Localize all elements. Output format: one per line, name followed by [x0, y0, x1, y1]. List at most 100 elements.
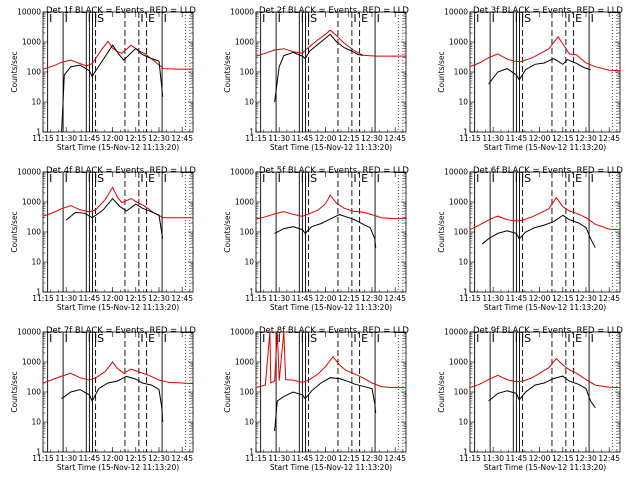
- x-tick-label: 11:30: [268, 294, 290, 303]
- panel-1: Det 1f BLACK = Events, RED = LLD 1 10 100 10…: [10, 6, 196, 152]
- y-tick-label: 10000: [444, 8, 468, 17]
- x-tick-label: 12:45: [171, 454, 193, 463]
- events-series-line: [274, 33, 363, 103]
- panel-7: Det 7f BLACK = Events, RED = LLD 1 10 100 10…: [10, 326, 196, 472]
- y-axis-label: Counts/sec: [10, 51, 19, 92]
- y-tick-label: 1: [36, 128, 41, 137]
- x-tick-label: 11:15: [245, 454, 267, 463]
- plot-frame: [469, 331, 621, 453]
- events-series-line: [61, 44, 164, 132]
- panel-9: Det 9f BLACK = Events, RED = LLD 1 10 100 10…: [437, 326, 623, 472]
- panel-title: Det 7f BLACK = Events, RED = LLD: [46, 326, 196, 336]
- time-marker-label: E: [361, 12, 368, 25]
- y-tick-label: 10: [244, 98, 254, 107]
- x-tick-label: 11:30: [482, 134, 504, 143]
- time-marker-label: I: [94, 12, 97, 25]
- x-tick-label: 12:00: [102, 454, 124, 463]
- time-marker-label: I: [476, 12, 479, 25]
- x-axis-label: Start Time (15-Nov-12 11:13:20): [270, 143, 392, 152]
- time-marker-label: I: [591, 332, 594, 345]
- x-tick-label: 12:30: [575, 454, 597, 463]
- x-tick-label: 12:00: [529, 454, 551, 463]
- x-tick-label: 12:30: [575, 294, 597, 303]
- time-marker-label: I: [567, 12, 570, 25]
- panel-title: Det 9f BLACK = Events, RED = LLD: [473, 326, 623, 336]
- x-tick-label: 12:15: [552, 134, 574, 143]
- x-tick-label: 12:45: [171, 294, 193, 303]
- x-tick-label: 11:45: [292, 294, 314, 303]
- x-tick-label: 12:45: [598, 454, 620, 463]
- x-tick-label: 12:30: [148, 134, 170, 143]
- events-series-line: [274, 214, 377, 248]
- x-tick-label: 12:00: [315, 454, 337, 463]
- x-axis-label: Start Time (15-Nov-12 11:13:20): [57, 463, 179, 472]
- x-tick-label: 12:15: [125, 294, 147, 303]
- time-marker-label: I: [262, 332, 265, 345]
- x-axis-label: Start Time (15-Nov-12 11:13:20): [484, 303, 606, 312]
- x-tick-label: 11:45: [292, 454, 314, 463]
- x-tick-label: 12:15: [338, 454, 360, 463]
- time-marker-label: I: [492, 332, 495, 345]
- x-tick-label: 12:30: [361, 294, 383, 303]
- x-tick-label: 11:45: [292, 134, 314, 143]
- time-marker-label: I: [65, 172, 68, 185]
- time-marker-label: I: [49, 12, 52, 25]
- time-marker-label: I: [521, 12, 524, 25]
- y-axis-label: Counts/sec: [10, 211, 19, 252]
- y-tick-label: 10000: [230, 328, 254, 337]
- events-series-line: [274, 377, 377, 432]
- panel-title: Det 3f BLACK = Events, RED = LLD: [473, 6, 623, 16]
- lld-series-line: [43, 186, 193, 219]
- x-tick-label: 11:45: [506, 294, 528, 303]
- x-axis-label: Start Time (15-Nov-12 11:13:20): [484, 463, 606, 472]
- y-tick-label: 10: [458, 98, 468, 107]
- y-tick-label: 100: [27, 228, 42, 237]
- x-axis-label: Start Time (15-Nov-12 11:13:20): [484, 143, 606, 152]
- lld-series-line: [256, 194, 406, 220]
- y-tick-label: 100: [454, 388, 469, 397]
- time-marker-label: I: [278, 172, 281, 185]
- plot-frame: [42, 171, 194, 293]
- x-tick-label: 11:15: [459, 454, 481, 463]
- x-tick-label: 12:15: [552, 454, 574, 463]
- events-series-line: [488, 58, 591, 85]
- x-tick-label: 12:00: [102, 134, 124, 143]
- panel-6: Det 6f BLACK = Events, RED = LLD 1 10 100 10…: [437, 166, 623, 312]
- time-marker-label: E: [148, 12, 155, 25]
- time-marker-label: I: [164, 332, 167, 345]
- y-tick-label: 10000: [444, 168, 468, 177]
- y-tick-label: 1000: [235, 358, 254, 367]
- time-marker-label: I: [591, 12, 594, 25]
- y-tick-label: 1000: [22, 38, 41, 47]
- plot-frame: [469, 171, 621, 293]
- time-marker-label: S: [524, 12, 531, 25]
- x-tick-label: 11:15: [245, 294, 267, 303]
- x-tick-label: 11:15: [459, 294, 481, 303]
- time-marker-label: I: [94, 332, 97, 345]
- events-series-line: [61, 375, 164, 423]
- x-tick-label: 12:00: [315, 134, 337, 143]
- x-tick-label: 11:45: [79, 294, 101, 303]
- y-tick-label: 10000: [444, 328, 468, 337]
- time-marker-label: I: [140, 332, 143, 345]
- y-tick-label: 10: [458, 258, 468, 267]
- time-marker-label: I: [476, 332, 479, 345]
- panel-8: Det 8f BLACK = Events, RED = LLD 1 10 100 10…: [223, 326, 409, 472]
- x-tick-label: 12:15: [125, 134, 147, 143]
- time-marker-label: S: [310, 332, 317, 345]
- events-series-line: [488, 375, 596, 408]
- x-tick-label: 12:45: [598, 134, 620, 143]
- time-marker-label: I: [49, 332, 52, 345]
- time-marker-label: I: [476, 172, 479, 185]
- x-tick-label: 12:45: [384, 294, 406, 303]
- panel-title: Det 1f BLACK = Events, RED = LLD: [46, 6, 196, 16]
- y-tick-label: 1: [463, 128, 468, 137]
- time-marker-label: I: [521, 172, 524, 185]
- y-axis-label: Counts/sec: [223, 51, 232, 92]
- y-tick-label: 10: [244, 258, 254, 267]
- y-tick-label: 1: [463, 288, 468, 297]
- x-tick-label: 11:15: [32, 454, 54, 463]
- y-tick-label: 10000: [17, 168, 41, 177]
- events-series-line: [481, 214, 596, 248]
